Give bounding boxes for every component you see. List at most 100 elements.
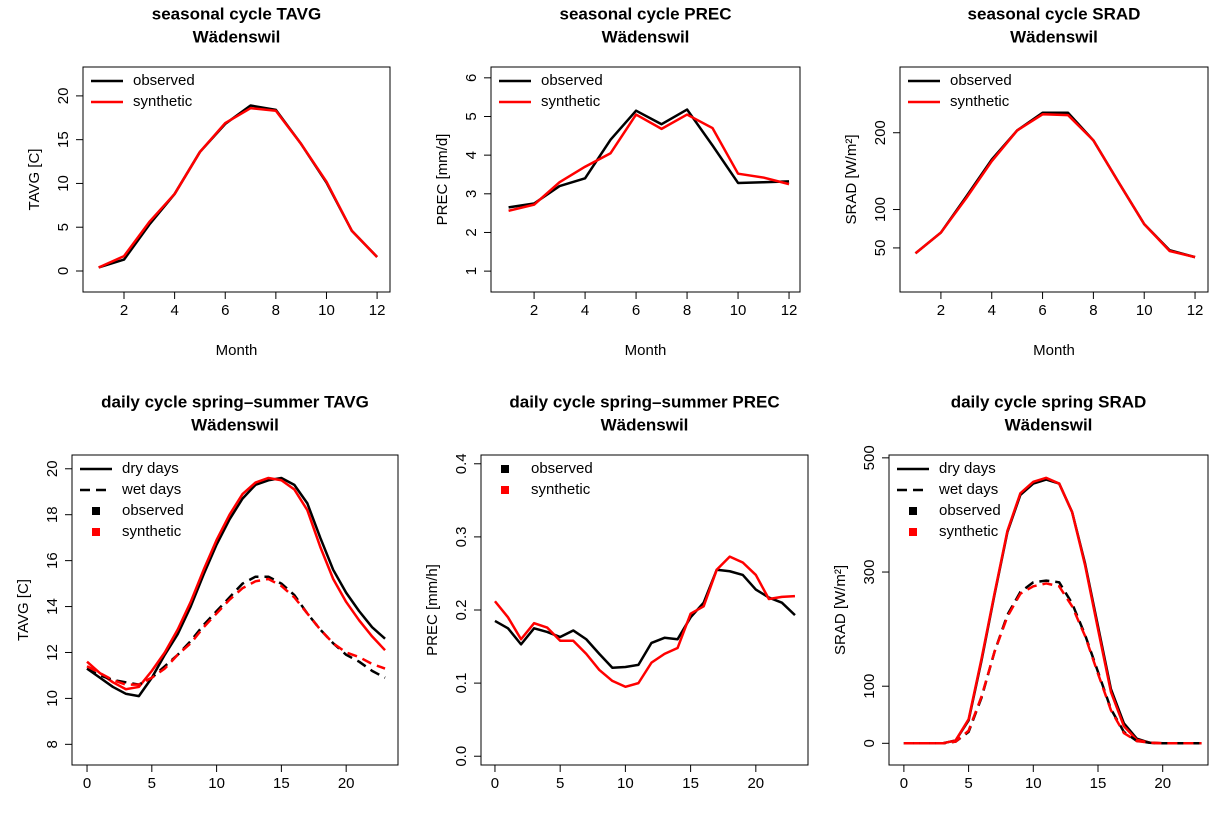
chart-title: daily cycle spring–summer TAVG [101,392,369,411]
y-tick-label: 8 [44,740,61,748]
y-tick-label: 200 [872,120,889,145]
chart-title: daily cycle spring–summer PREC [509,392,779,411]
chart-subtitle: Wädenswil [193,27,281,46]
y-tick-label: 0 [861,739,878,747]
series-line [914,113,1196,259]
x-tick-label: 10 [1136,302,1153,319]
chart-title: seasonal cycle TAVG [152,4,321,23]
x-tick-label: 6 [221,302,229,319]
x-tick-label: 10 [730,302,747,319]
y-tick-label: 0.2 [453,600,470,621]
x-tick-label: 0 [83,775,91,792]
legend-label: observed [531,460,593,477]
y-axis-label: SRAD [W/m²] [832,565,849,655]
y-axis-label: TAVG [C] [26,149,43,211]
chart-subtitle: Wädenswil [1010,27,1098,46]
legend-label: synthetic [950,93,1010,110]
y-tick-label: 0.4 [453,453,470,474]
plot-box [888,454,1209,766]
x-tick-label: 15 [1090,775,1107,792]
y-tick-label: 2 [463,228,480,236]
x-tick-label: 2 [937,302,945,319]
x-tick-label: 5 [964,775,972,792]
chart-title: seasonal cycle PREC [560,4,732,23]
series-line [494,568,796,670]
series-line [86,476,386,691]
x-tick-label: 5 [148,775,156,792]
y-tick-label: 0.3 [453,526,470,547]
legend-label: synthetic [133,93,193,110]
y-tick-label: 0.0 [453,746,470,767]
legend-label: observed [122,502,184,519]
x-tick-label: 20 [338,775,355,792]
plot-box [480,454,809,766]
series-line [86,476,386,698]
series-line [903,579,1202,745]
x-tick-label: 20 [1154,775,1171,792]
y-tick-label: 20 [44,460,61,477]
x-tick-label: 8 [683,302,691,319]
legend-label: wet days [121,481,181,498]
x-axis-label: Month [1033,342,1075,359]
legend-label: dry days [939,460,996,477]
plot-box [899,66,1209,293]
x-tick-label: 8 [1089,302,1097,319]
x-tick-label: 12 [1187,302,1204,319]
x-tick-label: 10 [318,302,335,319]
series-line [98,106,378,269]
y-tick-label: 12 [44,644,61,661]
y-axis-label: SRAD [W/m²] [843,135,860,225]
y-tick-label: 0 [55,267,72,275]
series-line [903,478,1202,745]
series-line [914,111,1196,259]
legend-square [92,507,100,515]
y-tick-label: 20 [55,88,72,105]
x-tick-label: 8 [272,302,280,319]
legend-label: synthetic [541,93,601,110]
y-tick-label: 5 [463,112,480,120]
x-tick-label: 15 [273,775,290,792]
legend-label: synthetic [531,481,591,498]
chart-subtitle: Wädenswil [191,415,279,434]
y-tick-label: 300 [861,560,878,585]
x-tick-label: 6 [1038,302,1046,319]
x-tick-label: 10 [1025,775,1042,792]
x-tick-label: 15 [682,775,699,792]
plot-box [490,66,801,293]
y-tick-label: 18 [44,506,61,523]
legend-square [501,486,509,494]
x-tick-label: 4 [581,302,589,319]
y-tick-label: 10 [44,690,61,707]
chart-title: seasonal cycle SRAD [968,4,1141,23]
legend-label: observed [950,72,1012,89]
x-tick-label: 0 [900,775,908,792]
y-tick-label: 50 [872,240,889,257]
series-line [493,555,796,689]
y-tick-label: 16 [44,552,61,569]
series-line [903,582,1202,745]
x-axis-label: Month [625,342,667,359]
x-tick-label: 4 [170,302,178,319]
legend-label: synthetic [939,523,999,540]
y-tick-label: 10 [55,175,72,192]
y-tick-label: 0.1 [453,673,470,694]
y-tick-label: 3 [463,190,480,198]
legend-square [909,528,917,536]
x-tick-label: 10 [617,775,634,792]
legend-label: synthetic [122,523,182,540]
x-tick-label: 12 [369,302,386,319]
x-tick-label: 4 [988,302,996,319]
y-tick-label: 1 [463,267,480,275]
x-tick-label: 2 [530,302,538,319]
x-tick-label: 20 [747,775,764,792]
legend-square [501,465,509,473]
x-tick-label: 6 [632,302,640,319]
y-axis-label: PREC [mm/h] [424,564,441,656]
x-tick-label: 5 [556,775,564,792]
x-tick-label: 10 [208,775,225,792]
legend-square [909,507,917,515]
chart-subtitle: Wädenswil [602,27,690,46]
y-tick-label: 15 [55,131,72,148]
x-tick-label: 12 [781,302,798,319]
